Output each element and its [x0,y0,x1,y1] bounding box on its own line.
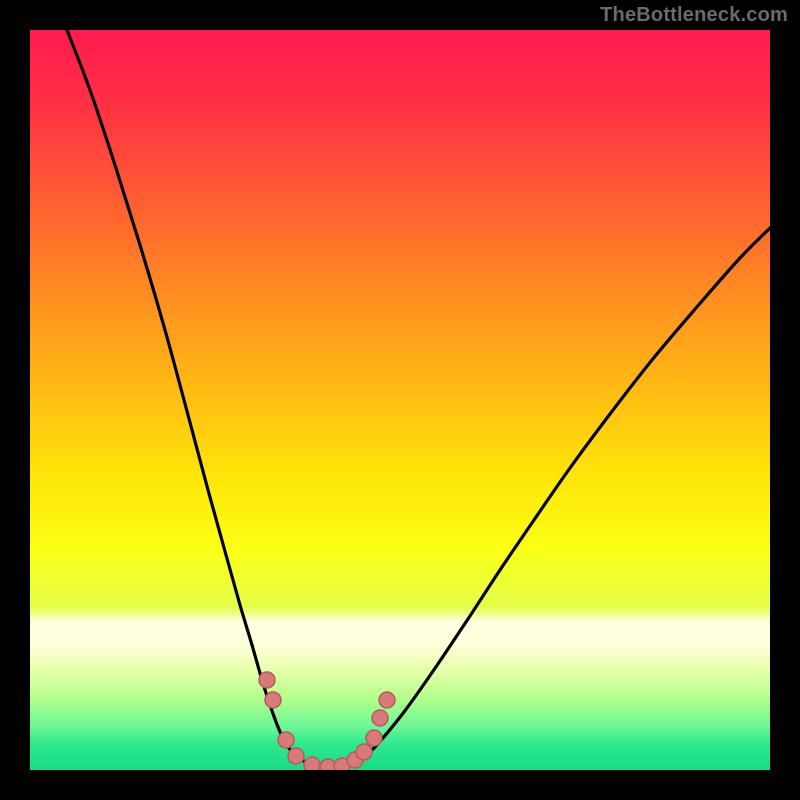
plot-svg [30,30,770,770]
curve-marker [304,757,320,770]
curve-marker [366,730,382,746]
curve-marker [356,744,372,760]
curve-marker [372,710,388,726]
chart-frame: TheBottleneck.com [0,0,800,800]
watermark-text: TheBottleneck.com [600,4,788,27]
curve-marker [265,692,281,708]
curve-marker [278,732,294,748]
curve-marker [259,672,275,688]
curve-marker [379,692,395,708]
curve-marker [288,748,304,764]
plot-area [30,30,770,770]
gradient-background [30,30,770,770]
